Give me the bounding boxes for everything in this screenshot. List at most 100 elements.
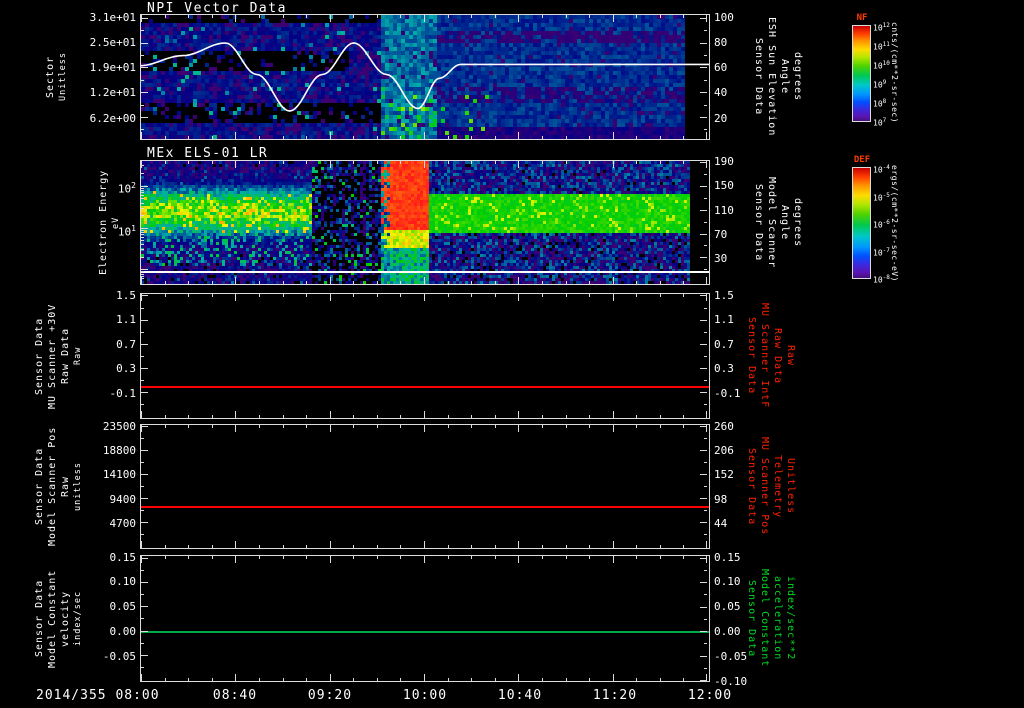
y-tick-label-right: 206 <box>714 444 734 457</box>
tick-mark <box>330 411 331 418</box>
tick-mark <box>471 136 472 139</box>
tick-mark <box>141 186 148 187</box>
tick-mark <box>330 541 331 548</box>
tick-mark <box>700 474 707 475</box>
tick-mark <box>683 281 684 284</box>
npi-spectrogram-plot[interactable] <box>140 14 710 140</box>
tick-mark <box>141 655 148 656</box>
tick-mark <box>424 556 425 563</box>
tick-mark <box>212 415 213 418</box>
y-tick-label-right: 98 <box>714 493 728 506</box>
tick-mark <box>704 486 707 487</box>
tick-mark <box>704 380 707 381</box>
els-spectrogram-canvas <box>141 161 709 284</box>
panel-title-npi: NPI Vector Data <box>147 1 287 16</box>
tick-mark <box>141 208 144 209</box>
model-constant-velocity-plot[interactable] <box>140 555 710 682</box>
tick-mark <box>704 668 707 669</box>
tick-mark <box>188 136 189 139</box>
tick-mark <box>589 161 590 164</box>
y-tick-label-right: 0.10 <box>714 575 741 588</box>
label-line: acceleration <box>772 576 783 661</box>
tick-mark <box>518 541 519 548</box>
tick-mark <box>283 556 284 559</box>
x-axis-tick-label: 08:40 <box>212 688 258 703</box>
els-spectrogram-plot[interactable] <box>140 160 710 285</box>
tick-mark <box>700 607 707 608</box>
mu-scanner-30v-plot[interactable] <box>140 293 710 419</box>
tick-mark <box>589 545 590 548</box>
tick-mark <box>188 678 189 681</box>
y-tick-label-left: 6.2e+00 <box>89 112 136 125</box>
tick-mark <box>613 294 614 301</box>
tick-mark <box>212 161 213 164</box>
model-scanner-pos-plot[interactable] <box>140 424 710 549</box>
label-line: Sensor Data <box>34 317 45 395</box>
label-line: Raw <box>60 475 71 498</box>
tick-mark <box>566 678 567 681</box>
y-tick-label-right: 260 <box>714 420 734 433</box>
tick-mark <box>400 161 401 164</box>
tick-mark <box>700 680 707 681</box>
tick-mark <box>704 30 707 31</box>
tick-mark <box>471 15 472 18</box>
tick-mark <box>448 678 449 681</box>
tick-mark <box>448 161 449 164</box>
tick-mark <box>636 294 637 297</box>
tick-mark <box>306 678 307 681</box>
y-tick-label-right: -0.10 <box>714 675 748 688</box>
colorbar-tick-label: 107 <box>873 117 887 128</box>
tick-mark <box>706 294 707 301</box>
tick-mark <box>330 15 331 22</box>
tick-mark <box>706 556 707 563</box>
tick-mark <box>518 425 519 432</box>
tick-mark <box>704 174 707 175</box>
tick-mark <box>212 556 213 559</box>
tick-mark <box>283 136 284 139</box>
tick-mark <box>188 415 189 418</box>
tick-mark <box>330 294 331 301</box>
tick-mark <box>704 105 707 106</box>
label-line: Sensor Data <box>753 38 764 116</box>
tick-mark <box>141 426 148 427</box>
tick-mark <box>212 545 213 548</box>
tick-mark <box>495 281 496 284</box>
y-tick-label-left: 0.10 <box>109 575 137 588</box>
y-tick-label-right: 152 <box>714 468 734 481</box>
tick-mark <box>700 117 707 118</box>
tick-mark <box>141 278 144 279</box>
label-line: Unitless <box>785 458 796 515</box>
tick-mark <box>518 277 519 284</box>
tick-mark <box>141 594 144 595</box>
tick-mark <box>636 425 637 428</box>
label-line: Model Scanner <box>766 176 777 269</box>
tick-mark <box>259 415 260 418</box>
tick-mark <box>700 631 707 632</box>
tick-mark <box>141 277 142 284</box>
tick-mark <box>448 294 449 297</box>
tick-mark <box>259 161 260 164</box>
tick-mark <box>141 249 144 250</box>
tick-mark <box>141 344 148 345</box>
tick-mark <box>542 556 543 559</box>
tick-mark <box>660 136 661 139</box>
tick-mark <box>141 558 148 559</box>
tick-mark <box>306 545 307 548</box>
label-line: Sensor Data <box>753 183 764 262</box>
tick-mark <box>700 426 707 427</box>
tick-mark <box>235 556 236 563</box>
tick-mark <box>700 522 707 523</box>
tick-mark <box>706 161 707 168</box>
colorbar-tick-label: 1010 <box>873 60 890 71</box>
tick-mark <box>141 582 148 583</box>
tick-mark <box>700 392 707 393</box>
tick-mark <box>704 198 707 199</box>
tick-mark <box>636 556 637 559</box>
tick-mark <box>589 136 590 139</box>
tick-mark <box>589 678 590 681</box>
tick-mark <box>141 606 148 607</box>
y-tick-label-right: 0.00 <box>714 625 741 638</box>
tick-mark <box>471 545 472 548</box>
els-marker-line <box>141 271 709 273</box>
